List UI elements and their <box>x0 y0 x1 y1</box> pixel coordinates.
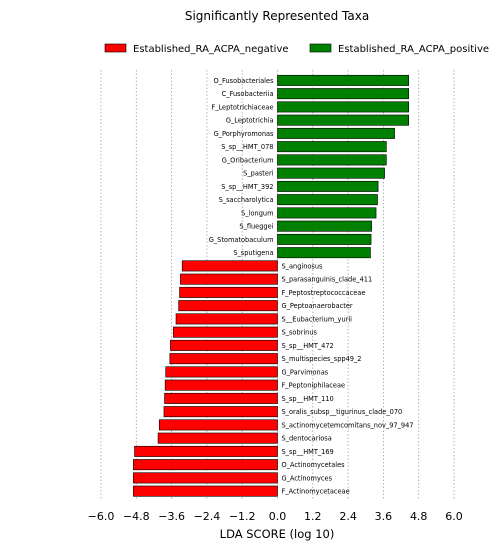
bar-label: F_Actinomycetaceae <box>282 488 350 496</box>
bar <box>277 220 372 232</box>
bar <box>277 154 387 166</box>
bar <box>134 445 278 457</box>
x-tick-label: 3.6 <box>375 510 393 523</box>
bar-label: S_pasteri <box>243 170 273 178</box>
bar <box>277 194 378 206</box>
bar <box>277 114 409 126</box>
x-tick-label: −3.6 <box>158 510 185 523</box>
bar-labels-group: O_Fusobacteriales C_Fusobacteriia F_Leptot… <box>209 77 414 496</box>
x-tick-label: −6.0 <box>88 510 115 523</box>
bar <box>277 88 409 100</box>
bar <box>179 286 278 298</box>
bar-label: S_anginosus <box>282 262 324 270</box>
x-tick-label: −4.8 <box>123 510 150 523</box>
bar-label: S_oralis_subsp__tigurinus_clade_070 <box>282 408 403 416</box>
bar <box>277 233 372 245</box>
x-tick-label: 0.0 <box>269 510 287 523</box>
x-tick-label: 1.2 <box>304 510 322 523</box>
chart-title: Significantly Represented Taxa <box>185 9 369 23</box>
bar-label: S_sp__HMT_472 <box>282 342 334 350</box>
bar <box>277 180 379 192</box>
x-tick-label: −1.2 <box>229 510 256 523</box>
x-axis-ticks: −6.0 −4.8 −3.6 −2.4 −1.2 0.0 1.2 2.4 3.6 4.8 6.0 <box>88 510 463 523</box>
bar <box>163 406 278 418</box>
bar <box>277 247 371 259</box>
bar-label: O_Fusobacteriales <box>214 77 275 85</box>
bar-label: G_Actinomyces <box>282 474 333 482</box>
legend-swatch-negative <box>104 43 127 53</box>
bar <box>277 127 395 139</box>
x-tick-label: −2.4 <box>194 510 221 523</box>
bar <box>169 353 278 365</box>
bar <box>277 167 385 179</box>
bar-label: S_dentocariosa <box>282 435 332 443</box>
bar-label: G_Stomatobaculum <box>209 236 274 244</box>
x-axis-label: LDA SCORE (log 10) <box>220 527 335 541</box>
bar <box>277 141 387 153</box>
bar <box>181 260 278 272</box>
bar-label: S_longum <box>241 209 273 217</box>
bar-label: S_sp__HMT_169 <box>282 448 334 456</box>
bar <box>133 485 278 497</box>
bar-label: C_Fusobacteriia <box>222 90 274 98</box>
bar <box>158 419 278 431</box>
bar <box>178 300 278 312</box>
bar-label: G_Porphyromonas <box>214 130 274 138</box>
bar <box>277 74 409 86</box>
bar-label: G_Oribacterium <box>222 156 274 164</box>
bars-group <box>133 74 409 497</box>
bar-label: F_Leptotrichiaceae <box>211 103 273 111</box>
bar <box>133 459 278 471</box>
bar-label: S_flueggei <box>239 223 273 231</box>
bar-label: S_sobrinus <box>282 329 318 337</box>
bar-label: F_Peptostreptococcaceae <box>282 289 366 297</box>
bar <box>277 101 409 113</box>
bar-label: G_Leptotrichia <box>226 117 274 125</box>
bar <box>133 472 278 484</box>
bar <box>180 273 278 285</box>
bar <box>175 313 278 325</box>
bar <box>165 366 278 378</box>
bar <box>164 392 278 404</box>
bar-label: G_Peptoanaerobacter <box>282 302 353 310</box>
bar-label: S_multispecies_spp49_2 <box>282 355 362 363</box>
bar-label: S_parasanguinis_clade_411 <box>282 276 373 284</box>
bar-label: G_Parvimonas <box>282 368 329 376</box>
bar-label: O_Actinomycetales <box>282 461 346 469</box>
bar-label: S_sp__HMT_110 <box>282 395 334 403</box>
bar-label: F_Peptoniphilaceae <box>282 382 346 390</box>
legend: Established_RA_ACPA_negative Established… <box>104 43 489 55</box>
x-tick-label: 4.8 <box>410 510 428 523</box>
bar <box>173 326 278 338</box>
legend-label-positive: Established_RA_ACPA_positive <box>338 44 489 55</box>
legend-label-negative: Established_RA_ACPA_negative <box>133 44 289 55</box>
bar <box>170 339 278 351</box>
bar <box>277 207 377 219</box>
bar-label: S_sp__HMT_392 <box>221 183 273 191</box>
bar-label: S__Eubacterium_yurii <box>282 315 353 323</box>
legend-swatch-positive <box>309 43 332 53</box>
bar-label: S_actinomycetemcomitans_nov_97_947 <box>282 421 414 429</box>
bar-label: S_sputigena <box>233 249 273 257</box>
bar <box>157 432 278 444</box>
bar <box>164 379 278 391</box>
bar-label: S_sp__HMT_078 <box>221 143 273 151</box>
x-tick-label: 6.0 <box>445 510 463 523</box>
x-tick-label: 2.4 <box>339 510 357 523</box>
bar-label: S_saccharolytica <box>219 196 274 204</box>
